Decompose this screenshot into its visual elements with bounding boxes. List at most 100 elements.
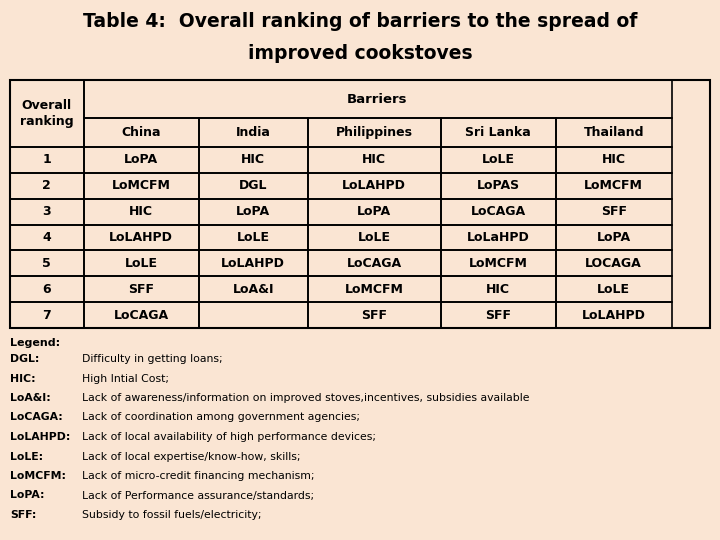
Text: 5: 5 [42, 257, 51, 270]
Text: LoMCFM:: LoMCFM: [10, 471, 66, 481]
Text: 6: 6 [42, 283, 51, 296]
Bar [84, 118, 199, 147]
Bar [84, 199, 199, 225]
Bar [556, 173, 672, 199]
Text: HIC: HIC [130, 205, 153, 218]
Bar [556, 199, 672, 225]
Text: Lack of coordination among government agencies;: Lack of coordination among government ag… [82, 413, 360, 422]
Bar [441, 199, 556, 225]
Text: Overall
ranking: Overall ranking [20, 99, 73, 128]
Text: HIC:: HIC: [10, 374, 35, 383]
Bar [441, 276, 556, 302]
Bar [199, 118, 307, 147]
Text: DGL:: DGL: [10, 354, 40, 364]
Text: LoLAHPD:: LoLAHPD: [10, 432, 71, 442]
Text: Philippines: Philippines [336, 126, 413, 139]
Text: LoLAHPD: LoLAHPD [221, 257, 285, 270]
Text: Sri Lanka: Sri Lanka [465, 126, 531, 139]
Text: Barriers: Barriers [347, 93, 408, 106]
Text: Lack of Performance assurance/standards;: Lack of Performance assurance/standards; [82, 490, 314, 501]
Text: HIC: HIC [602, 153, 626, 166]
Text: HIC: HIC [362, 153, 386, 166]
Text: LoLE:: LoLE: [10, 451, 43, 462]
Text: SFF: SFF [361, 308, 387, 321]
Text: LoLE: LoLE [125, 257, 158, 270]
Bar [556, 147, 672, 173]
Text: India: India [236, 126, 271, 139]
Bar [84, 173, 199, 199]
Text: High Intial Cost;: High Intial Cost; [82, 374, 169, 383]
Bar [84, 251, 199, 276]
Bar [199, 199, 307, 225]
Text: 7: 7 [42, 308, 51, 321]
Text: Lack of local expertise/know-how, skills;: Lack of local expertise/know-how, skills… [82, 451, 300, 462]
Text: LoLE: LoLE [358, 231, 390, 244]
Text: Table 4:  Overall ranking of barriers to the spread of: Table 4: Overall ranking of barriers to … [83, 12, 637, 31]
Text: China: China [122, 126, 161, 139]
Bar [10, 199, 84, 225]
Bar [441, 251, 556, 276]
Bar [10, 302, 84, 328]
Bar [556, 251, 672, 276]
Bar [307, 251, 441, 276]
Bar [441, 302, 556, 328]
Bar [199, 276, 307, 302]
Bar [84, 225, 199, 251]
Text: LoPA: LoPA [597, 231, 631, 244]
Text: Lack of local availability of high performance devices;: Lack of local availability of high perfo… [82, 432, 376, 442]
Bar [84, 302, 199, 328]
Bar [10, 251, 84, 276]
Bar [556, 302, 672, 328]
Text: LoMCFM: LoMCFM [585, 179, 643, 192]
Text: HIC: HIC [241, 153, 265, 166]
Bar [556, 118, 672, 147]
Bar [556, 276, 672, 302]
Bar [10, 80, 84, 147]
Text: LoPAS: LoPAS [477, 179, 520, 192]
Text: DGL: DGL [239, 179, 268, 192]
Bar [441, 147, 556, 173]
Text: Legend:: Legend: [10, 338, 60, 348]
Text: Difficulty in getting loans;: Difficulty in getting loans; [82, 354, 222, 364]
Text: improved cookstoves: improved cookstoves [248, 44, 472, 63]
Bar [307, 199, 441, 225]
Bar [84, 276, 199, 302]
Text: LoLAHPD: LoLAHPD [342, 179, 406, 192]
Text: SFF: SFF [485, 308, 511, 321]
Text: LoPA:: LoPA: [10, 490, 45, 501]
Text: 4: 4 [42, 231, 51, 244]
Bar [10, 173, 84, 199]
Text: LoCAGA:: LoCAGA: [10, 413, 63, 422]
Text: LoPA: LoPA [357, 205, 391, 218]
Bar [84, 147, 199, 173]
Bar [84, 80, 672, 118]
Bar [307, 147, 441, 173]
Bar [10, 80, 710, 328]
Text: SFF: SFF [600, 205, 626, 218]
Text: LoPA: LoPA [236, 205, 270, 218]
Text: LoMCFM: LoMCFM [112, 179, 171, 192]
Bar [441, 118, 556, 147]
Text: SFF: SFF [128, 283, 154, 296]
Bar [556, 225, 672, 251]
Bar [307, 225, 441, 251]
Text: LoLAHPD: LoLAHPD [582, 308, 646, 321]
Text: LoCAGA: LoCAGA [471, 205, 526, 218]
Text: 1: 1 [42, 153, 51, 166]
Text: LoMCFM: LoMCFM [469, 257, 528, 270]
Text: Thailand: Thailand [583, 126, 644, 139]
Text: LoMCFM: LoMCFM [345, 283, 403, 296]
Bar [199, 225, 307, 251]
Bar [199, 173, 307, 199]
Bar [10, 276, 84, 302]
Bar [199, 251, 307, 276]
Text: 2: 2 [42, 179, 51, 192]
Text: LoCAGA: LoCAGA [114, 308, 168, 321]
Bar [199, 302, 307, 328]
Text: LoLaHPD: LoLaHPD [467, 231, 530, 244]
Bar [441, 225, 556, 251]
Text: HIC: HIC [486, 283, 510, 296]
Text: 3: 3 [42, 205, 51, 218]
Bar [307, 173, 441, 199]
Text: LoLE: LoLE [598, 283, 630, 296]
